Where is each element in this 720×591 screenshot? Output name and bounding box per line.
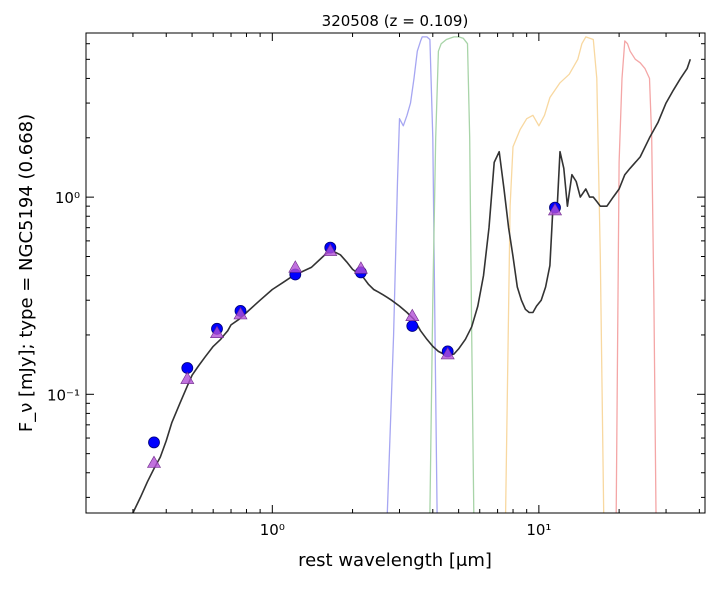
x-tick-label: 10⁰ xyxy=(260,521,285,539)
filter-curve-line xyxy=(615,40,657,513)
marker-group xyxy=(146,201,563,468)
filter-curve-line xyxy=(386,36,438,513)
model-point xyxy=(323,243,338,256)
model-point xyxy=(146,455,162,468)
chart-title: 320508 (z = 0.109) xyxy=(322,12,469,30)
model-point xyxy=(440,346,455,360)
x-tick-label: 10¹ xyxy=(526,521,551,539)
model-point xyxy=(180,371,195,384)
observed-point xyxy=(406,320,419,332)
y-axis-label: F_ν [mJy]; type = NGC5194 (0.668) xyxy=(16,114,37,432)
plot-frame xyxy=(85,32,706,514)
tick-group: 10⁰ 10¹ 10⁻¹ 10⁰ xyxy=(47,33,705,539)
x-axis-label: rest wavelength [μm] xyxy=(298,550,492,571)
model-point xyxy=(288,260,303,273)
model-point xyxy=(405,308,420,322)
y-tick-label: 10⁻¹ xyxy=(47,386,80,404)
model-point xyxy=(353,261,368,274)
model-point xyxy=(209,325,225,339)
y-tick-label: 10⁰ xyxy=(55,189,80,207)
model-point xyxy=(547,202,563,216)
model-point xyxy=(233,306,248,320)
series-group xyxy=(132,36,692,513)
observed-point xyxy=(148,436,160,449)
filter-curve-line xyxy=(429,36,475,513)
filter-curve-line xyxy=(504,36,605,513)
